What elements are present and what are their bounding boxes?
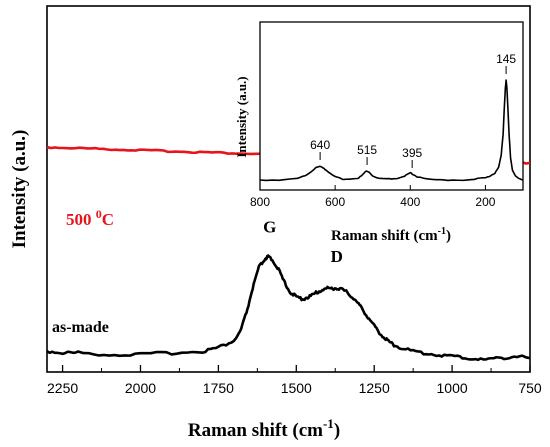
inset-plot-frame [259,21,524,191]
inset-x-tick-label-1: 600 [325,195,345,209]
main-x-tick-label-2: 1750 [203,380,234,396]
inset-x-tick-labels: 800 600 400 200 [250,195,496,209]
main-x-tick-labels: 2250 2000 1750 1500 1250 1000 750 [47,380,542,396]
main-x-tick-label-1: 2000 [125,380,156,396]
main-x-tick-label-4: 1250 [359,380,390,396]
inset-peak-labels: 640 515 395 145 [310,52,516,160]
inset-x-tick-label-3: 200 [475,195,495,209]
main-plot-frame [46,5,531,373]
inset-peak-label-640: 640 [310,138,330,152]
inset-peak-label-515: 515 [357,143,377,157]
main-y-axis-label: Intensity (a.u.) [9,130,30,249]
main-x-tick-label-5: 1000 [437,380,468,396]
peak-annotation-D: D [331,247,343,266]
inset-x-tick-label-2: 400 [400,195,420,209]
series-label-as-made: as-made [52,319,109,336]
main-x-ticks [61,365,531,372]
main-x-tick-label-3: 1500 [281,380,312,396]
inset-peak-markers [319,66,507,168]
peak-annotation-G: G [263,218,276,237]
series-line-as-made [46,254,531,362]
inset-x-tick-label-0: 800 [250,195,270,209]
inset-y-axis-label: Intensity (a.u.) [234,76,249,157]
inset-peak-label-395: 395 [402,146,422,160]
inset-series-line [259,79,524,182]
inset-peak-label-145: 145 [496,52,516,66]
inset-x-ticks [259,185,486,190]
main-x-tick-label-6: 750 [518,380,542,396]
main-x-axis-label: Raman shift (cm-1) [188,416,340,441]
main-x-tick-label-0: 2250 [47,380,78,396]
inset-x-axis-label: Raman shift (cm-1) [331,226,451,244]
series-label-500C: 500 0C [66,207,114,229]
